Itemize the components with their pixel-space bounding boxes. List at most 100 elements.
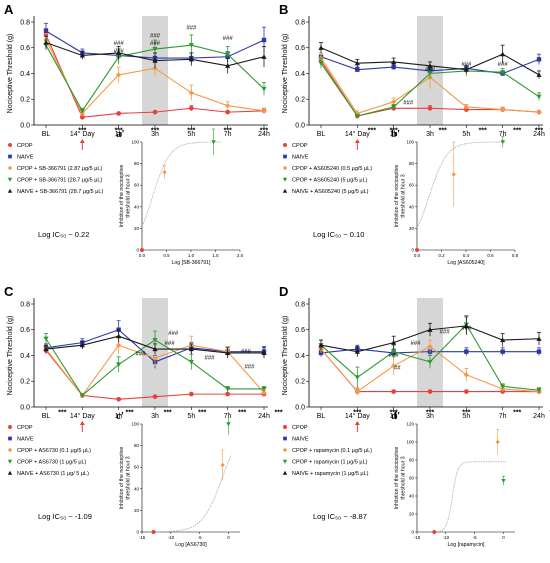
significance-stars: ***	[513, 128, 521, 135]
legend-label: CPOP	[17, 425, 33, 431]
y-tick-label: 0.6	[20, 45, 30, 52]
legend-marker	[282, 165, 288, 171]
data-point	[261, 86, 267, 92]
inset-y-title-line: threshold at hour 3	[126, 456, 132, 499]
inset-y-tick-label: 100	[131, 140, 139, 145]
data-point	[391, 104, 397, 110]
data-point	[500, 337, 506, 343]
data-point	[261, 54, 267, 59]
x-tick-label: BL	[317, 413, 326, 420]
inset-x-axis-title: Log [AS6730]	[175, 542, 207, 548]
significance-stars: ***	[479, 128, 487, 135]
data-point	[188, 43, 194, 48]
data-point	[318, 61, 324, 66]
data-point	[152, 394, 158, 400]
inset-x-tick-label: 0.5	[163, 253, 170, 258]
inset-y-tick-label: 20	[409, 512, 415, 517]
panel-letter: B	[279, 2, 288, 17]
data-point	[43, 346, 49, 352]
inset-x-tick-label: 0.6	[487, 253, 494, 258]
data-point	[500, 51, 506, 57]
legend-marker	[8, 143, 12, 147]
legend-label: NAIVE + SB-366791 (28.7 μg/5 μL)	[17, 189, 103, 195]
data-point	[152, 109, 158, 115]
x-tick-label: BL	[317, 131, 326, 138]
inset-y-tick-label: 60	[134, 465, 140, 470]
y-tick-label: 0.0	[20, 122, 30, 129]
significance-hashes: ###	[114, 41, 125, 47]
data-point	[427, 343, 433, 350]
inset-x-tick-label: 0.2	[438, 253, 445, 258]
legend-label: CPOP + AS605240 (0.5 μg/5 μL)	[292, 166, 372, 172]
data-point	[427, 71, 433, 77]
significance-hashes: ###	[461, 62, 472, 68]
series-4	[43, 35, 267, 74]
legend-marker	[282, 459, 288, 464]
x-tick-label: 7h	[224, 413, 232, 420]
dose-response-fit	[416, 141, 506, 229]
significance-stars: ***	[353, 410, 361, 417]
inset-point	[211, 140, 216, 145]
legend-marker	[7, 447, 13, 453]
significance-stars: ***	[78, 128, 86, 135]
data-point	[225, 391, 231, 397]
inset-point	[226, 422, 231, 427]
dose-response-fit	[141, 141, 221, 227]
significance-stars: ***	[390, 128, 398, 135]
data-point	[354, 113, 360, 119]
data-point	[79, 108, 85, 114]
legend-label: NAIVE	[292, 155, 309, 161]
day14-arrow-head	[79, 421, 85, 425]
inset-y-tick-label: 60	[409, 183, 415, 188]
significance-hashes: ###	[204, 355, 215, 361]
day14-arrow-head	[354, 421, 360, 425]
data-point	[261, 108, 267, 114]
data-point	[225, 350, 231, 356]
significance-hashes: ###	[168, 331, 179, 337]
x-tick-label: 14° Day	[345, 412, 370, 420]
legend-label: NAIVE	[17, 437, 34, 443]
inset-x-tick-label: -5	[198, 535, 202, 540]
significance-hashes: ###	[425, 67, 436, 73]
log-ic50-label: Log IC₅₀ ~ 0.22	[38, 230, 89, 239]
inset-point	[151, 530, 156, 534]
x-tick-label: 5h	[462, 131, 470, 138]
significance-hashes: ###	[223, 36, 234, 42]
legend-marker	[7, 177, 13, 182]
data-point	[500, 70, 506, 75]
significance-hashes: ##	[394, 366, 401, 372]
y-tick-label: 0.0	[295, 404, 305, 411]
data-point	[536, 388, 542, 393]
data-point	[354, 349, 360, 354]
y-axis-title: Nociceptive Threshold (g)	[7, 316, 14, 396]
legend-marker	[7, 165, 13, 171]
legend-marker	[282, 447, 288, 453]
inset-x-tick-label: 0.0	[414, 253, 421, 258]
inset-x-tick-label: -15	[414, 535, 421, 540]
significance-hashes: ###	[186, 26, 197, 32]
panel-b: B 0.0 0.2 0.4 0.6 0.8 Nociceptive Threshold (g…	[279, 2, 545, 266]
inset-point	[162, 170, 167, 175]
inset-y-tick-label: 60	[134, 183, 140, 188]
inset-y-tick-label: 40	[409, 204, 415, 209]
inset-y-axis-title: Inhibition of the nociceptive threshold a…	[394, 447, 407, 510]
data-point	[391, 389, 397, 394]
inset-2: c' 0 20 40 60 80 100 -15 -10 -5 0 Log [AS6730] Inhib…	[116, 410, 240, 548]
inset-letter: d'	[391, 410, 400, 422]
significance-hashes: ###	[135, 352, 146, 358]
day14-arrow-head	[79, 139, 85, 143]
inset-point	[140, 248, 144, 252]
data-point	[318, 45, 324, 50]
data-point	[43, 40, 49, 45]
inset-y-axis-title: Inhibition of the nociceptive threshold a…	[119, 447, 132, 510]
y-tick-label: 0.0	[20, 404, 30, 411]
data-point	[463, 389, 469, 394]
significance-stars: ***	[426, 410, 434, 417]
inset-point	[415, 248, 419, 252]
inset-y-tick-label: 0	[411, 248, 414, 253]
y-tick-label: 0.8	[20, 301, 30, 308]
y-tick-label: 0.2	[20, 379, 30, 386]
significance-stars: ***	[115, 128, 123, 135]
data-point	[427, 105, 433, 111]
inset-y-tick-label: 100	[131, 422, 139, 427]
